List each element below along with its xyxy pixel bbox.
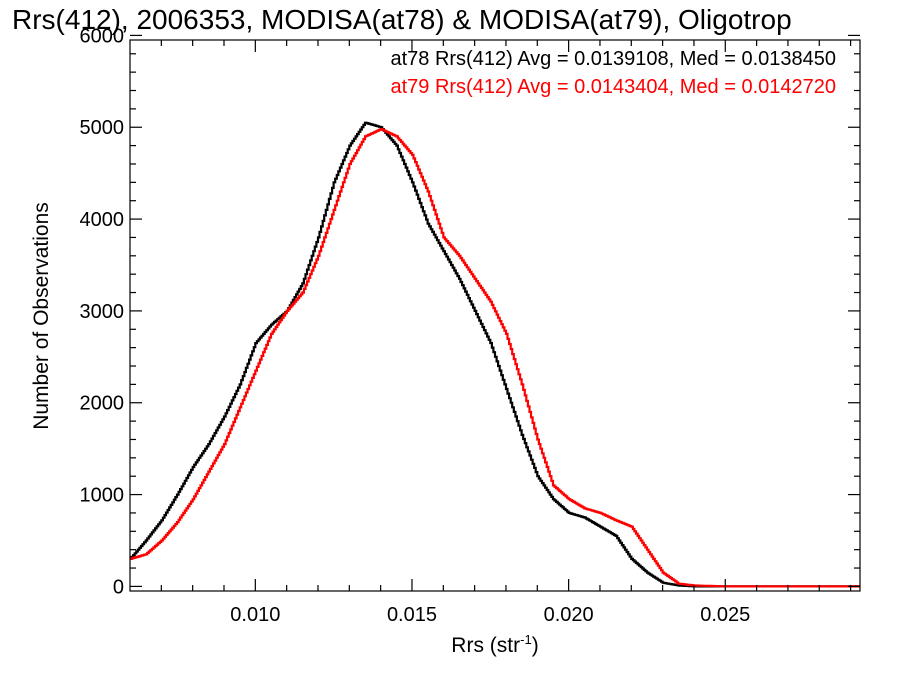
y-tick-label-2: 2000 (80, 393, 125, 415)
y-tick-label-1: 1000 (80, 485, 125, 507)
y-tick-label-6: 6000 (80, 25, 125, 47)
x-axis-label-superscript: -1 (520, 632, 532, 647)
y-tick-label-5: 5000 (80, 117, 125, 139)
x-axis-label-text: Rrs (str (451, 634, 521, 657)
y-tick-label-3: 3000 (80, 301, 125, 323)
x-tick-label-0: 0.010 (230, 604, 280, 626)
y-tick-label-0: 0 (113, 576, 124, 598)
x-tick-label-1: 0.015 (387, 604, 437, 626)
x-tick-label-3: 0.025 (700, 604, 750, 626)
series-line-0 (130, 121, 860, 588)
series-layer (130, 121, 860, 588)
series-line-1 (130, 128, 860, 588)
legend-entry-at78: at78 Rrs(412) Avg = 0.0139108, Med = 0.0… (390, 48, 836, 70)
plot-frame (129, 39, 861, 592)
x-axis-label-close: ) (531, 634, 539, 657)
y-tick-label-4: 4000 (80, 209, 125, 231)
chart-title: Rrs(412), 2006353, MODISA(at78) & MODISA… (12, 4, 792, 35)
x-tick-label-2: 0.020 (544, 604, 594, 626)
x-axis-label: Rrs (str-1) (451, 632, 538, 658)
tick-layer: 0.010 0.015 0.020 0.025 0 1000 2000 3000 4000 500… (80, 25, 860, 626)
legend-entry-at79: at79 Rrs(412) Avg = 0.0143404, Med = 0.0… (390, 76, 836, 98)
